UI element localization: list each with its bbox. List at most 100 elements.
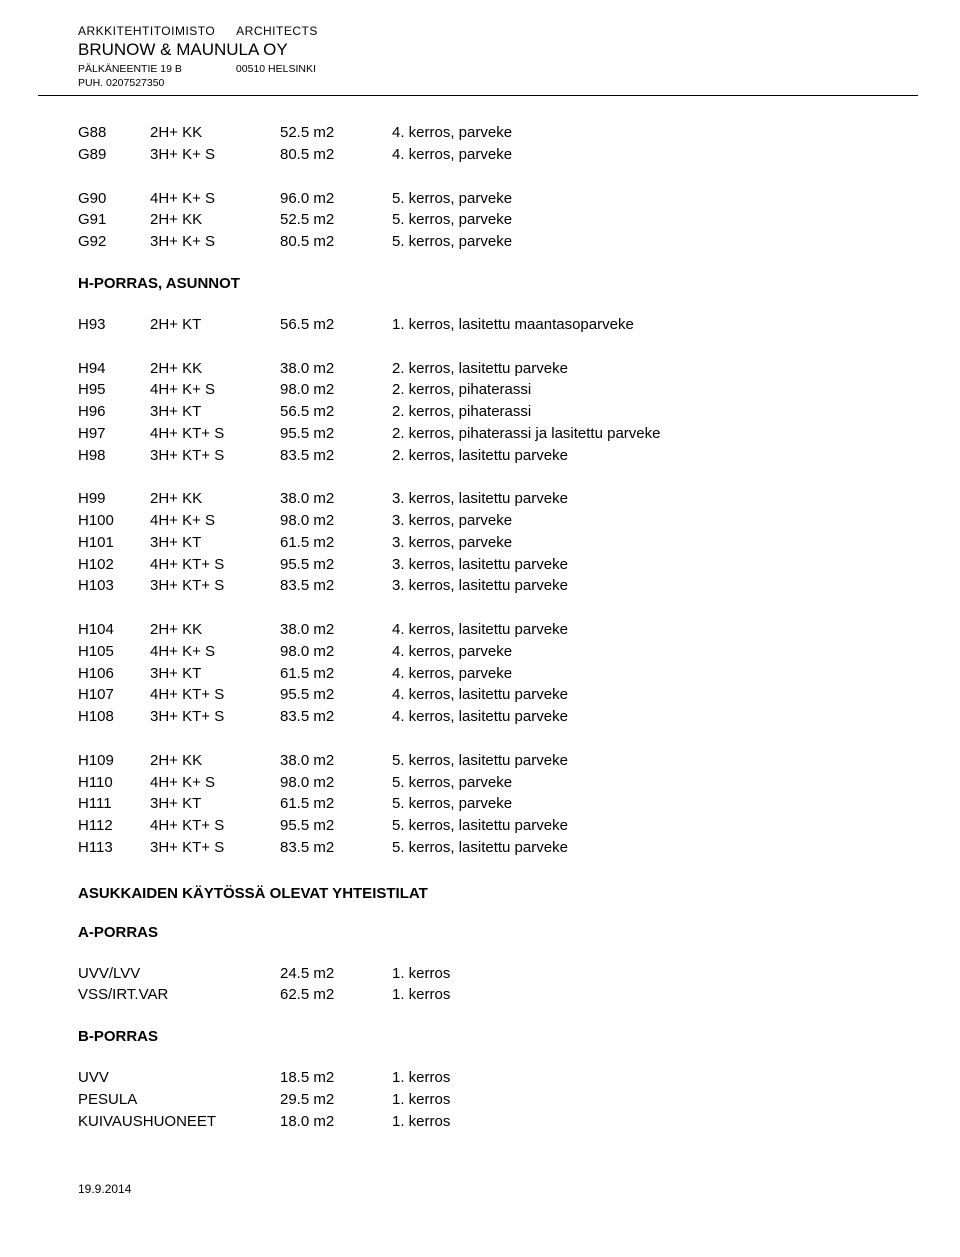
unit-code: H107 — [78, 684, 150, 706]
unit-code: G92 — [78, 231, 150, 253]
apartment-row: H963H+ KT56.5 m22. kerros, pihaterassi — [78, 401, 882, 423]
unit-area: 80.5 m2 — [280, 144, 392, 166]
unit-area: 95.5 m2 — [280, 815, 392, 837]
unit-note: 4. kerros, lasitettu parveke — [392, 619, 882, 641]
unit-note: 2. kerros, pihaterassi — [392, 401, 882, 423]
unit-area: 56.5 m2 — [280, 401, 392, 423]
shared-label: VSS/IRT.VAR — [78, 984, 280, 1006]
apartment-block: G904H+ K+ S96.0 m25. kerros, parvekeG912… — [78, 188, 882, 253]
shared-area: 18.0 m2 — [280, 1111, 392, 1133]
unit-code: G91 — [78, 209, 150, 231]
unit-code: H100 — [78, 510, 150, 532]
apartment-row: G893H+ K+ S80.5 m24. kerros, parveke — [78, 144, 882, 166]
unit-area: 83.5 m2 — [280, 575, 392, 597]
unit-type: 3H+ KT — [150, 401, 280, 423]
unit-type: 4H+ K+ S — [150, 772, 280, 794]
shared-title: ASUKKAIDEN KÄYTÖSSÄ OLEVAT YHTEISTILAT — [78, 885, 882, 902]
apartment-row: H1033H+ KT+ S83.5 m23. kerros, lasitettu… — [78, 575, 882, 597]
unit-code: H102 — [78, 554, 150, 576]
unit-note: 5. kerros, lasitettu parveke — [392, 750, 882, 772]
unit-note: 2. kerros, lasitettu parveke — [392, 358, 882, 380]
header-phone: PUH. 0207527350 — [78, 77, 882, 89]
unit-code: H101 — [78, 532, 150, 554]
unit-type: 3H+ KT+ S — [150, 575, 280, 597]
unit-type: 4H+ KT+ S — [150, 554, 280, 576]
apartment-row: H974H+ KT+ S95.5 m22. kerros, pihaterass… — [78, 423, 882, 445]
unit-note: 3. kerros, lasitettu parveke — [392, 575, 882, 597]
shared-note: 1. kerros — [392, 963, 882, 985]
unit-code: H113 — [78, 837, 150, 859]
apartment-row: H1124H+ KT+ S95.5 m25. kerros, lasitettu… — [78, 815, 882, 837]
unit-note: 5. kerros, parveke — [392, 231, 882, 253]
unit-note: 4. kerros, parveke — [392, 663, 882, 685]
unit-code: H99 — [78, 488, 150, 510]
unit-code: H110 — [78, 772, 150, 794]
unit-type: 4H+ K+ S — [150, 379, 280, 401]
apartment-row: G882H+ KK52.5 m24. kerros, parveke — [78, 122, 882, 144]
unit-area: 83.5 m2 — [280, 445, 392, 467]
unit-note: 3. kerros, parveke — [392, 532, 882, 554]
unit-note: 5. kerros, parveke — [392, 188, 882, 210]
apartment-row: G923H+ K+ S80.5 m25. kerros, parveke — [78, 231, 882, 253]
apartment-row: G904H+ K+ S96.0 m25. kerros, parveke — [78, 188, 882, 210]
letterhead: ARKKITEHTITOIMISTO ARCHITECTS BRUNOW & M… — [78, 24, 882, 89]
apartment-row: H1004H+ K+ S98.0 m23. kerros, parveke — [78, 510, 882, 532]
shared-row: KUIVAUSHUONEET18.0 m21. kerros — [78, 1111, 882, 1133]
a-rows: UVV/LVV24.5 m21. kerrosVSS/IRT.VAR62.5 m… — [78, 963, 882, 1007]
apartment-row: H1083H+ KT+ S83.5 m24. kerros, lasitettu… — [78, 706, 882, 728]
shared-label: UVV — [78, 1067, 280, 1089]
unit-type: 3H+ K+ S — [150, 231, 280, 253]
header-line1: ARKKITEHTITOIMISTO ARCHITECTS — [78, 24, 882, 38]
shared-label: PESULA — [78, 1089, 280, 1111]
unit-area: 83.5 m2 — [280, 706, 392, 728]
unit-code: H94 — [78, 358, 150, 380]
shared-row: UVV18.5 m21. kerros — [78, 1067, 882, 1089]
apartment-row: H1042H+ KK38.0 m24. kerros, lasitettu pa… — [78, 619, 882, 641]
unit-code: H108 — [78, 706, 150, 728]
g-blocks: G882H+ KK52.5 m24. kerros, parvekeG893H+… — [78, 122, 882, 253]
apartment-row: H1063H+ KT61.5 m24. kerros, parveke — [78, 663, 882, 685]
unit-area: 98.0 m2 — [280, 379, 392, 401]
unit-area: 98.0 m2 — [280, 641, 392, 663]
unit-note: 1. kerros, lasitettu maantasoparveke — [392, 314, 882, 336]
apartment-row: H1113H+ KT61.5 m25. kerros, parveke — [78, 793, 882, 815]
unit-area: 98.0 m2 — [280, 772, 392, 794]
shared-area: 18.5 m2 — [280, 1067, 392, 1089]
header-rule — [38, 95, 918, 96]
unit-note: 5. kerros, parveke — [392, 772, 882, 794]
unit-area: 80.5 m2 — [280, 231, 392, 253]
unit-note: 4. kerros, parveke — [392, 144, 882, 166]
apartment-row: H954H+ K+ S98.0 m22. kerros, pihaterassi — [78, 379, 882, 401]
apartment-row: H1024H+ KT+ S95.5 m23. kerros, lasitettu… — [78, 554, 882, 576]
unit-type: 3H+ KT — [150, 532, 280, 554]
shared-label: KUIVAUSHUONEET — [78, 1111, 280, 1133]
unit-type: 4H+ K+ S — [150, 641, 280, 663]
apartment-row: H1013H+ KT61.5 m23. kerros, parveke — [78, 532, 882, 554]
shared-area: 62.5 m2 — [280, 984, 392, 1006]
unit-type: 2H+ KK — [150, 619, 280, 641]
shared-label: UVV/LVV — [78, 963, 280, 985]
unit-area: 83.5 m2 — [280, 837, 392, 859]
unit-code: H95 — [78, 379, 150, 401]
unit-type: 4H+ K+ S — [150, 510, 280, 532]
unit-code: H97 — [78, 423, 150, 445]
unit-code: G88 — [78, 122, 150, 144]
shared-row: PESULA29.5 m21. kerros — [78, 1089, 882, 1111]
unit-area: 56.5 m2 — [280, 314, 392, 336]
unit-code: H112 — [78, 815, 150, 837]
unit-type: 3H+ K+ S — [150, 144, 280, 166]
unit-area: 38.0 m2 — [280, 358, 392, 380]
shared-area: 29.5 m2 — [280, 1089, 392, 1111]
unit-area: 52.5 m2 — [280, 209, 392, 231]
unit-type: 2H+ KK — [150, 358, 280, 380]
apartment-row: G912H+ KK52.5 m25. kerros, parveke — [78, 209, 882, 231]
apartment-block: H1042H+ KK38.0 m24. kerros, lasitettu pa… — [78, 619, 882, 728]
unit-note: 5. kerros, parveke — [392, 209, 882, 231]
unit-note: 2. kerros, lasitettu parveke — [392, 445, 882, 467]
unit-note: 5. kerros, parveke — [392, 793, 882, 815]
unit-code: H103 — [78, 575, 150, 597]
unit-type: 4H+ KT+ S — [150, 815, 280, 837]
unit-area: 61.5 m2 — [280, 793, 392, 815]
unit-type: 4H+ KT+ S — [150, 423, 280, 445]
unit-area: 95.5 m2 — [280, 423, 392, 445]
